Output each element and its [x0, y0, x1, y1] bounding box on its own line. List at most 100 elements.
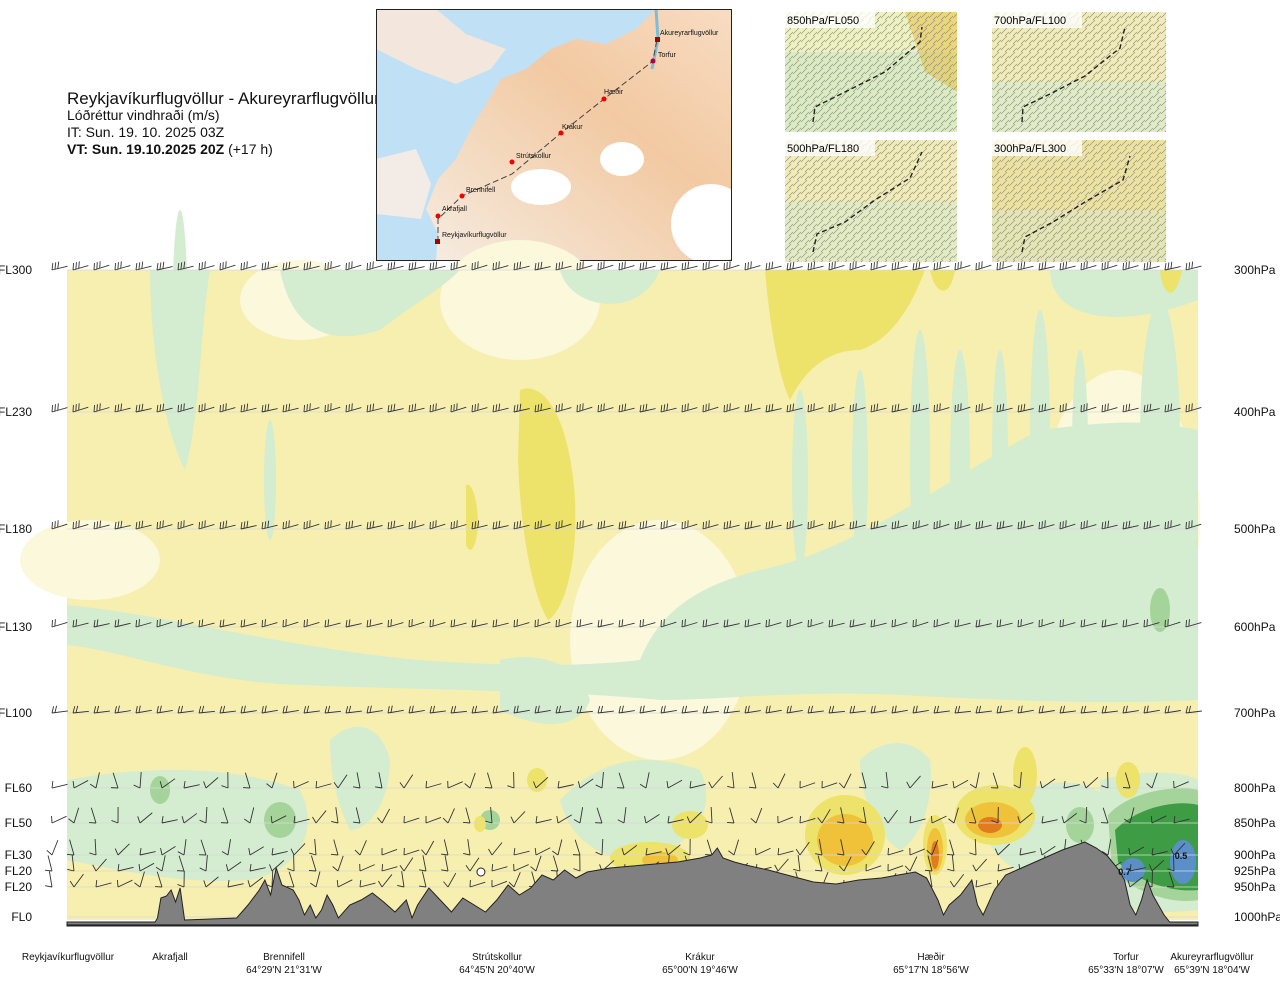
wind-barb	[551, 839, 563, 856]
wind-barb	[1101, 261, 1118, 271]
flight-level-label: FL20	[5, 864, 33, 878]
barb-shaft	[1185, 407, 1202, 413]
wind-barb	[534, 847, 551, 856]
barb-feather	[114, 619, 117, 628]
wind-barb	[1038, 520, 1055, 530]
barb-feather	[996, 522, 999, 530]
wind-barb	[777, 815, 794, 824]
wind-barb	[1143, 261, 1160, 271]
barb-feather	[183, 261, 186, 269]
wind-barb	[891, 705, 908, 714]
barb-feather	[744, 404, 747, 413]
wind-barb	[198, 705, 215, 714]
wind-barb	[660, 619, 677, 628]
wind-barb	[387, 261, 404, 271]
barb-feather	[68, 818, 75, 824]
left-axis-flight-levels: FL300FL230FL180FL130FL100FL60FL50FL30FL2…	[0, 263, 32, 924]
barb-shaft	[513, 811, 526, 824]
barb-feather	[665, 848, 669, 856]
barb-feather	[891, 521, 894, 530]
barb-shaft	[271, 860, 285, 872]
barb-feather	[663, 262, 666, 270]
wind-barb	[331, 807, 339, 824]
barb-feather	[1023, 520, 1026, 528]
barb-shaft	[1038, 524, 1055, 530]
wind-barb	[93, 705, 110, 714]
barb-feather	[789, 705, 792, 713]
barb-feather	[309, 261, 312, 269]
wind-barb	[1038, 705, 1055, 714]
barb-feather	[72, 619, 75, 628]
wind-barb	[793, 855, 801, 872]
barb-feather	[772, 782, 779, 789]
barb-shaft	[135, 622, 152, 628]
overview-map: Akureyrarflugvöllur Torfur Hæðir Krákur …	[376, 9, 732, 261]
wind-barb	[240, 705, 257, 714]
barb-feather	[954, 521, 957, 530]
wind-barb	[310, 871, 321, 888]
barb-feather	[1101, 851, 1109, 856]
barb-feather	[1164, 521, 1166, 530]
wind-barb	[535, 816, 552, 824]
wind-barb	[324, 261, 341, 271]
barb-shaft	[1124, 772, 1131, 789]
barb-feather	[267, 261, 270, 269]
inset-route	[1021, 155, 1131, 253]
barb-feather	[600, 705, 604, 713]
barb-feather	[705, 619, 708, 627]
barb-feather	[183, 403, 185, 411]
barb-feather	[555, 619, 557, 628]
barb-feather	[1038, 521, 1041, 530]
barb-feather	[1083, 619, 1086, 627]
barb-feather	[936, 705, 940, 713]
route-point-coord: 65°17'N 18°56'W	[893, 965, 969, 976]
barb-feather	[786, 521, 789, 530]
barb-feather	[600, 521, 603, 529]
wind-barb	[491, 879, 508, 888]
barb-feather	[686, 816, 691, 824]
wind-barb	[765, 619, 782, 628]
pressure-label: 1000hPa	[1234, 910, 1280, 924]
barb-feather	[1143, 706, 1146, 714]
wind-barb	[1164, 619, 1181, 628]
wind-barb	[807, 705, 824, 714]
wind-barb	[287, 854, 295, 872]
barb-shaft	[513, 864, 529, 872]
wind-barb	[219, 261, 236, 271]
barb-feather	[828, 521, 831, 530]
barb-feather	[519, 520, 522, 528]
barb-feather	[618, 706, 621, 714]
barb-feather	[702, 706, 706, 714]
wind-barb	[261, 619, 278, 628]
barb-feather	[705, 521, 707, 529]
barb-feather	[996, 404, 999, 413]
barb-feather	[723, 521, 726, 530]
barb-feather	[138, 705, 141, 713]
barb-shaft	[51, 783, 68, 789]
wind-barb	[726, 807, 735, 824]
barb-shaft	[933, 622, 950, 628]
barb-shaft	[492, 622, 509, 628]
barb-feather	[492, 522, 495, 530]
barb-feather	[498, 520, 501, 528]
barb-feather	[810, 705, 814, 713]
barb-shaft	[576, 406, 593, 413]
barb-shaft	[887, 865, 904, 872]
barb-feather	[894, 404, 897, 412]
wind-barb	[1164, 705, 1181, 714]
barb-shaft	[828, 524, 845, 530]
barb-shaft	[156, 524, 173, 530]
barb-feather	[873, 262, 875, 270]
barb-feather	[399, 782, 405, 789]
barb-feather	[429, 262, 432, 271]
wind-barb	[1039, 778, 1056, 789]
barb-feather	[453, 262, 455, 270]
field-value-label: 0.5	[1175, 851, 1188, 861]
barb-feather	[666, 403, 669, 411]
wind-barb	[870, 261, 887, 271]
barb-shaft	[450, 524, 467, 530]
barb-feather	[765, 706, 768, 714]
wind-barb	[1083, 777, 1099, 789]
barb-feather	[359, 879, 362, 888]
barb-feather	[390, 521, 393, 529]
